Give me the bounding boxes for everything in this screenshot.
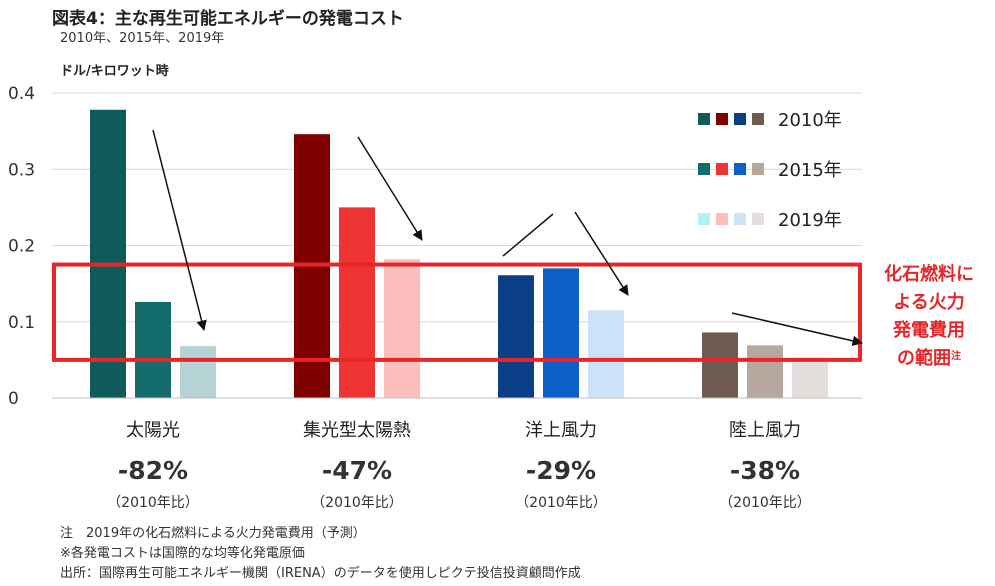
change-percent: -29% [525, 456, 597, 485]
legend-label: 2015年 [778, 160, 842, 181]
bar [588, 310, 624, 398]
bar [792, 357, 828, 398]
change-percent: -38% [729, 456, 801, 485]
bar [180, 346, 216, 398]
footnote: 注 2019年の化石燃料による火力発電費用（予測） [60, 526, 366, 541]
fossil-label-line: 化石燃料に [884, 264, 974, 285]
bar [747, 345, 783, 398]
legend-swatch [698, 213, 710, 225]
bar [135, 301, 171, 398]
category-label: 太陽光 [126, 420, 180, 441]
chart-subtitle: 2010年、2015年、2019年 [60, 31, 225, 46]
legend-swatch [734, 163, 746, 175]
bar [702, 332, 738, 398]
change-base-label: （2010年比） [107, 495, 199, 511]
legend-item: 2019年 [698, 206, 842, 232]
legend-item: 2010年 [698, 106, 842, 132]
category-label: 洋上風力 [525, 420, 597, 441]
change-base-label: （2010年比） [311, 495, 403, 511]
y-tick-label: 0.1 [8, 313, 35, 333]
note-mark: 注 [951, 351, 961, 362]
trend-line [502, 213, 554, 257]
fossil-range-label: 化石燃料に よる火力 発電費用 の範囲注 [868, 261, 990, 373]
fossil-label-line: よる火力 [893, 292, 965, 313]
fossil-label-line: 発電費用 [893, 320, 965, 341]
footnote: 出所：国際再生可能エネルギー機関（IRENA）のデータを使用しピクテ投信投資顧問… [60, 566, 581, 581]
y-tick-label: 0.2 [8, 237, 35, 257]
fossil-label-line: の範囲注 [897, 348, 961, 369]
trend-arrow [152, 129, 207, 332]
legend-swatch [734, 213, 746, 225]
legend-swatch [752, 213, 764, 225]
trend-arrow [731, 312, 864, 346]
legend-swatch [752, 163, 764, 175]
legend-swatch [716, 213, 728, 225]
category-label: 集光型太陽熱 [303, 420, 411, 441]
legend-swatch [716, 163, 728, 175]
y-tick-label: 0.4 [8, 84, 35, 104]
trend-arrow [357, 136, 423, 241]
bar [384, 259, 420, 398]
legend-label: 2019年 [778, 210, 842, 231]
legend-item: 2015年 [698, 156, 842, 182]
footnote: ※各発電コストは国際的な均等化発電原価 [60, 546, 305, 561]
bar [90, 109, 126, 399]
legend-swatch [734, 113, 746, 125]
category-label: 陸上風力 [729, 420, 801, 441]
trend-arrow [574, 211, 629, 296]
change-base-label: （2010年比） [719, 495, 811, 511]
y-tick-label: 0 [8, 389, 19, 409]
chart-title: 図表4：主な再生可能エネルギーの発電コスト [52, 9, 404, 29]
bar [498, 275, 534, 398]
bar [543, 268, 579, 398]
legend-label: 2010年 [778, 110, 842, 131]
change-percent: -82% [117, 456, 189, 485]
bar [339, 207, 375, 398]
y-tick-label: 0.3 [8, 160, 35, 180]
legend-swatch [698, 163, 710, 175]
footnotes: 注 2019年の化石燃料による火力発電費用（予測） ※各発電コストは国際的な均等… [60, 524, 581, 584]
change-percent: -47% [321, 456, 393, 485]
legend-swatch [752, 113, 764, 125]
legend-swatch [716, 113, 728, 125]
fossil-range-box [52, 262, 862, 362]
legend-swatch [698, 113, 710, 125]
y-axis-unit: ドル/キロワット時 [60, 64, 169, 79]
change-base-label: （2010年比） [515, 495, 607, 511]
